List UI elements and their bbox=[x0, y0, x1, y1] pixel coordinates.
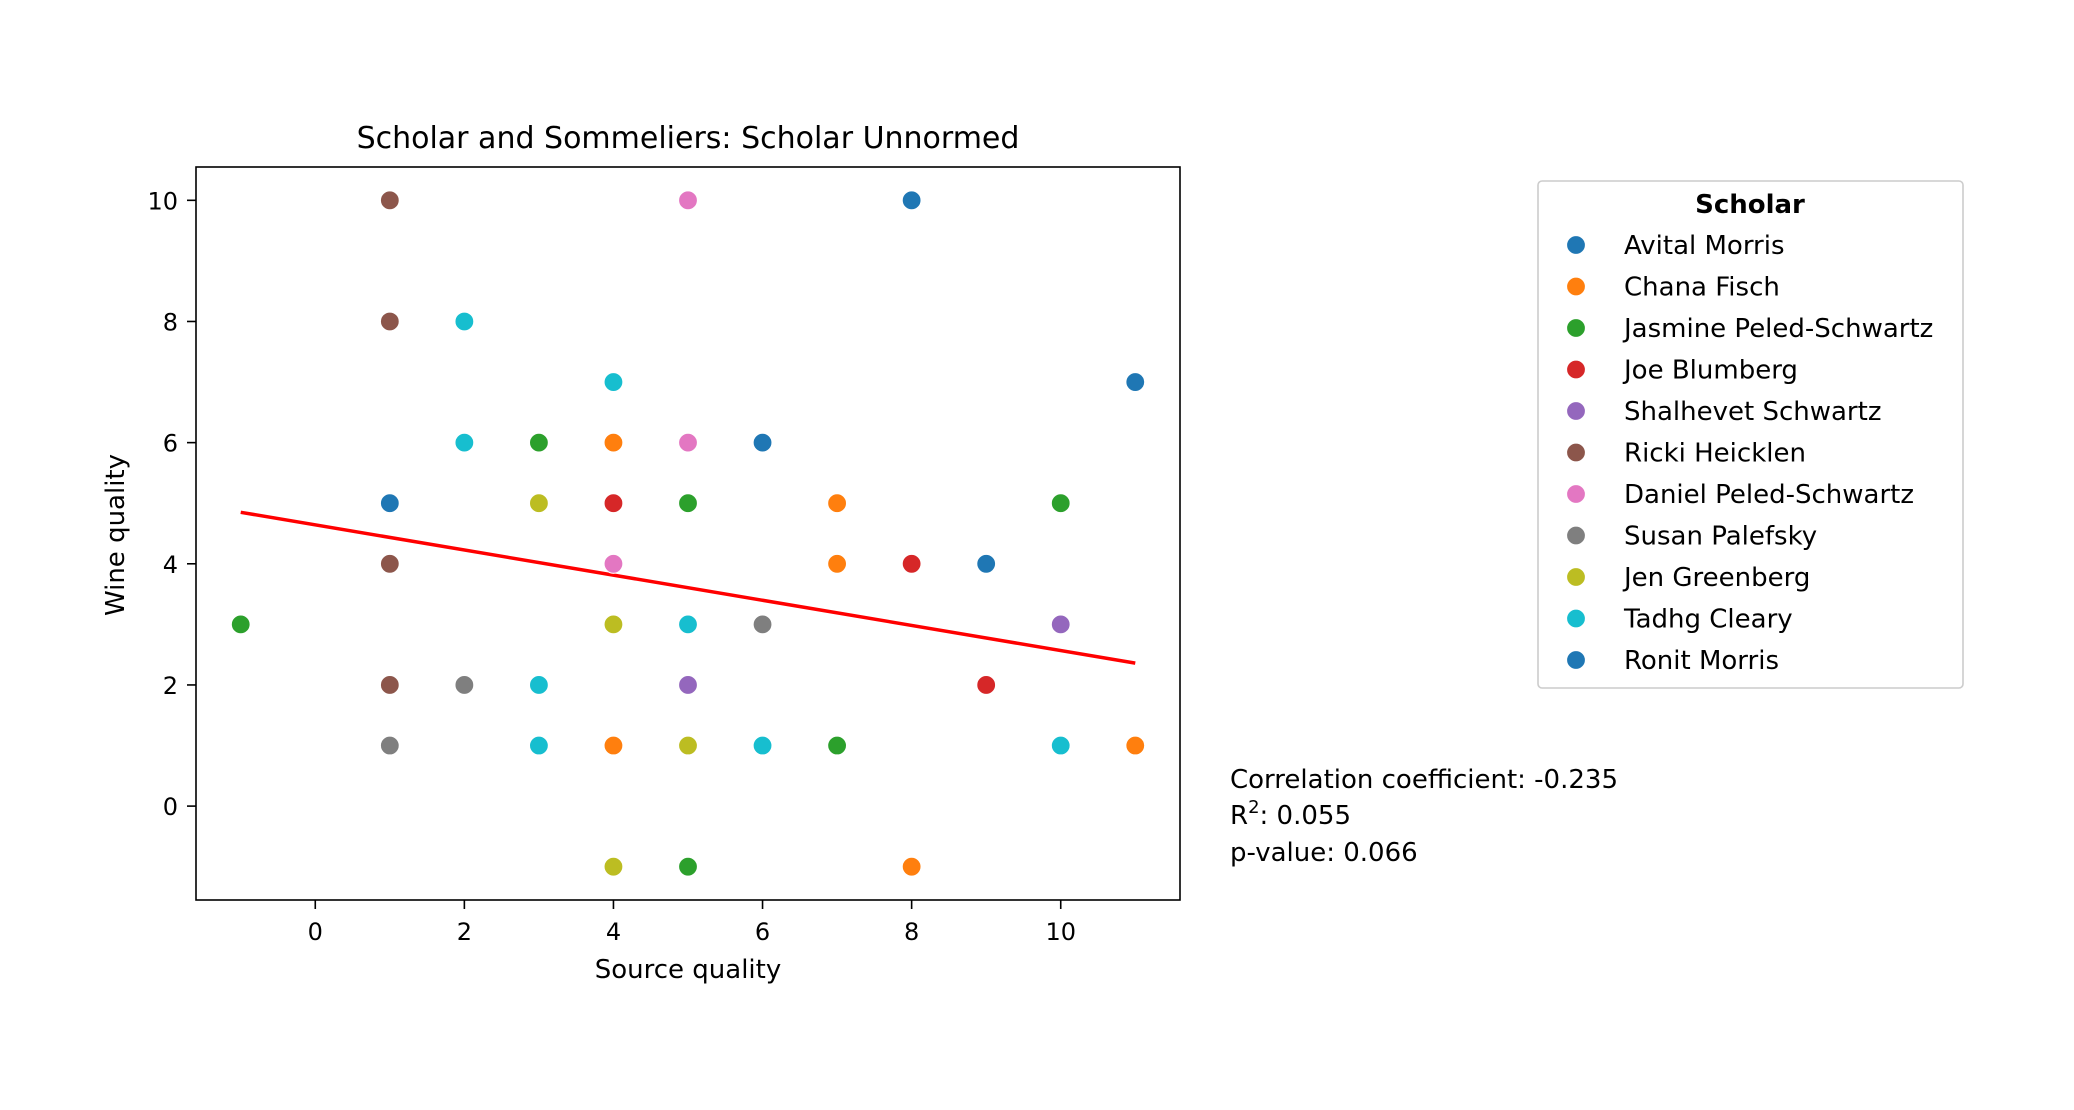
legend-label: Ronit Morris bbox=[1624, 646, 1779, 676]
x-tick-label: 8 bbox=[904, 918, 919, 946]
legend-marker bbox=[1565, 566, 1587, 588]
data-point bbox=[1050, 493, 1071, 514]
legend-label: Chana Fisch bbox=[1624, 273, 1780, 303]
legend-label: Daniel Peled-Schwartz bbox=[1624, 480, 1914, 510]
data-point bbox=[677, 856, 699, 877]
legend-label: Joe Blumberg bbox=[1622, 356, 1798, 386]
r-squared-prefix: R bbox=[1230, 801, 1248, 831]
data-point bbox=[677, 493, 699, 514]
legend-label: Shalhevet Schwartz bbox=[1624, 397, 1881, 427]
data-point bbox=[603, 735, 624, 756]
data-point bbox=[677, 432, 699, 453]
legend-marker bbox=[1565, 483, 1587, 505]
data-point bbox=[528, 493, 550, 514]
data-point bbox=[454, 432, 475, 453]
legend-marker bbox=[1565, 608, 1587, 629]
legend-label: Jasmine Peled-Schwartz bbox=[1622, 314, 1933, 344]
y-axis-label: Wine quality bbox=[101, 454, 131, 616]
data-point bbox=[1125, 735, 1146, 756]
y-tick-label: 4 bbox=[163, 551, 178, 579]
plot-area-frame bbox=[195, 166, 1181, 901]
data-point bbox=[1050, 735, 1071, 756]
legend-marker bbox=[1565, 234, 1587, 256]
data-point bbox=[603, 493, 624, 514]
data-point bbox=[677, 190, 699, 211]
data-point bbox=[603, 856, 624, 877]
data-point bbox=[901, 190, 922, 211]
regression-line bbox=[240, 510, 1136, 665]
legend-marker bbox=[1565, 525, 1587, 546]
data-point bbox=[379, 735, 400, 756]
legend-title: Scholar bbox=[1695, 190, 1805, 220]
data-point bbox=[528, 674, 550, 696]
legend-box bbox=[1537, 180, 1964, 689]
legend-label: Susan Palefsky bbox=[1624, 522, 1817, 552]
r-squared-value: : 0.055 bbox=[1260, 801, 1351, 831]
data-point bbox=[826, 735, 848, 756]
y-tick-label: 10 bbox=[147, 187, 178, 215]
legend-marker bbox=[1565, 649, 1587, 671]
data-point bbox=[901, 856, 922, 877]
data-points bbox=[230, 190, 1146, 877]
data-point bbox=[603, 614, 624, 635]
data-point bbox=[379, 553, 400, 574]
y-tick-label: 0 bbox=[163, 793, 178, 821]
legend-label: Jen Greenberg bbox=[1622, 563, 1810, 593]
x-tick-label: 0 bbox=[308, 918, 323, 946]
p-value-text: p-value: 0.066 bbox=[1230, 838, 1418, 868]
x-axis-ticks: 0 2 4 6 8 10 bbox=[308, 900, 1076, 946]
y-tick-label: 8 bbox=[163, 308, 178, 336]
data-point bbox=[379, 674, 400, 696]
r-squared-text: R2: 0.055 bbox=[1230, 797, 1351, 831]
data-point bbox=[677, 614, 699, 635]
legend-label: Avital Morris bbox=[1624, 231, 1785, 261]
data-point bbox=[826, 553, 848, 574]
legend-marker bbox=[1565, 442, 1587, 463]
data-point bbox=[1050, 614, 1071, 635]
x-tick-label: 10 bbox=[1045, 918, 1076, 946]
x-tick-label: 4 bbox=[606, 918, 621, 946]
data-point bbox=[677, 674, 699, 696]
data-point bbox=[752, 614, 773, 635]
data-point bbox=[379, 190, 400, 211]
data-point bbox=[976, 674, 997, 696]
data-point bbox=[603, 371, 624, 393]
data-point bbox=[454, 311, 475, 332]
legend-marker bbox=[1565, 317, 1587, 339]
data-point bbox=[528, 432, 550, 453]
legend-label: Ricki Heicklen bbox=[1624, 439, 1806, 469]
data-point bbox=[826, 493, 848, 514]
data-point bbox=[603, 553, 624, 574]
data-point bbox=[752, 432, 773, 453]
data-point bbox=[976, 553, 997, 574]
y-tick-label: 2 bbox=[163, 672, 178, 700]
legend-label: Tadhg Cleary bbox=[1623, 605, 1793, 635]
legend-items: Avital Morris Chana Fisch Jasmine Peled-Sc… bbox=[1565, 231, 1933, 676]
x-axis-label: Source quality bbox=[595, 955, 782, 985]
regression-line-group bbox=[240, 510, 1136, 665]
data-point bbox=[379, 311, 400, 332]
data-point bbox=[528, 735, 550, 756]
data-point bbox=[454, 674, 475, 696]
legend: Scholar Avital Morris Chana Fisch Jasmine … bbox=[1537, 180, 1964, 689]
data-point bbox=[230, 614, 251, 635]
x-tick-label: 6 bbox=[755, 918, 770, 946]
data-point bbox=[901, 553, 922, 574]
r-squared-superscript: 2 bbox=[1248, 797, 1259, 818]
data-point bbox=[1125, 371, 1146, 393]
legend-marker bbox=[1565, 400, 1587, 422]
data-point bbox=[677, 735, 699, 756]
data-point bbox=[752, 735, 773, 756]
x-tick-label: 2 bbox=[457, 918, 472, 946]
y-axis-ticks: 0 2 4 6 8 10 bbox=[147, 187, 196, 821]
chart-title: Scholar and Sommeliers: Scholar Unnormed bbox=[357, 121, 1020, 156]
legend-marker bbox=[1565, 359, 1587, 380]
legend-marker bbox=[1565, 276, 1587, 297]
y-tick-label: 6 bbox=[163, 430, 178, 458]
correlation-text: Correlation coefficient: -0.235 bbox=[1230, 765, 1618, 795]
data-point bbox=[379, 493, 400, 514]
data-point bbox=[603, 432, 624, 453]
